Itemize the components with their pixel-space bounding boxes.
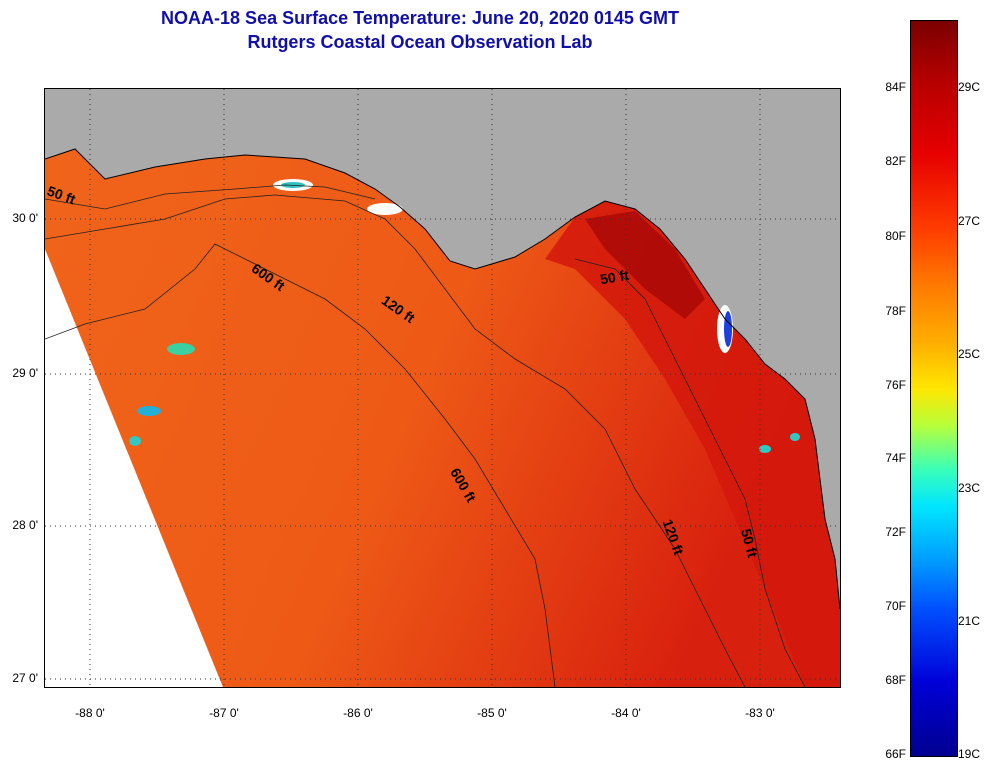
- isobath-50ft-east: [574, 258, 806, 687]
- cool-patch: [167, 343, 195, 355]
- title-line-2: Rutgers Coastal Ocean Observation Lab: [247, 32, 593, 52]
- colorbar-f-label: 76F: [885, 378, 906, 392]
- lat-label: 30 0': [12, 211, 38, 225]
- lon-label: -88 0': [75, 706, 105, 720]
- cool-patch: [759, 445, 771, 453]
- lat-label: 29 0': [12, 366, 38, 380]
- colorbar-f-label: 70F: [885, 599, 906, 613]
- lon-label: -86 0': [343, 706, 373, 720]
- temperature-colorbar: [910, 20, 958, 757]
- cool-patch: [137, 406, 161, 416]
- lon-label: -85 0': [477, 706, 507, 720]
- colorbar-f-label: 82F: [885, 154, 906, 168]
- colorbar-f-label: 68F: [885, 673, 906, 687]
- colorbar-c-label: 21C: [958, 614, 981, 628]
- warm-coastal-band: [545, 201, 840, 687]
- colorbar-c-label: 29C: [958, 80, 981, 94]
- colorbar-f-label: 74F: [885, 451, 906, 465]
- colorbar-c-label: 19C: [958, 747, 981, 761]
- coastline: [45, 148, 840, 610]
- colorbar-f-label: 72F: [885, 525, 906, 539]
- title-line-1: NOAA-18 Sea Surface Temperature: June 20…: [161, 8, 679, 28]
- cool-patch: [790, 433, 800, 441]
- colorbar-f-label: 78F: [885, 304, 906, 318]
- cool-patch: [129, 436, 141, 446]
- colorbar-c-label: 23C: [958, 481, 981, 495]
- cool-patch: [367, 203, 403, 215]
- lat-label: 27 0': [12, 671, 38, 685]
- colorbar-f-label: 84F: [885, 80, 906, 94]
- cool-patch: [724, 311, 732, 347]
- colorbar-c-label: 25C: [958, 347, 981, 361]
- lon-label: -84 0': [611, 706, 641, 720]
- lon-label: -87 0': [209, 706, 239, 720]
- isobath-600ft: [45, 243, 556, 687]
- colorbar-f-label: 80F: [885, 229, 906, 243]
- colorbar-c-label: 27C: [958, 214, 981, 228]
- lon-label: -83 0': [745, 706, 775, 720]
- colorbar-f-label: 66F: [885, 747, 906, 761]
- dark-red-area: [585, 211, 705, 319]
- isobath-50ft-west: [45, 184, 376, 210]
- sst-map: 50 ft 600 ft 120 ft 50 ft 600 ft 120 ft …: [44, 88, 841, 688]
- isobath-120ft: [45, 194, 746, 687]
- lat-label: 28 0': [12, 518, 38, 532]
